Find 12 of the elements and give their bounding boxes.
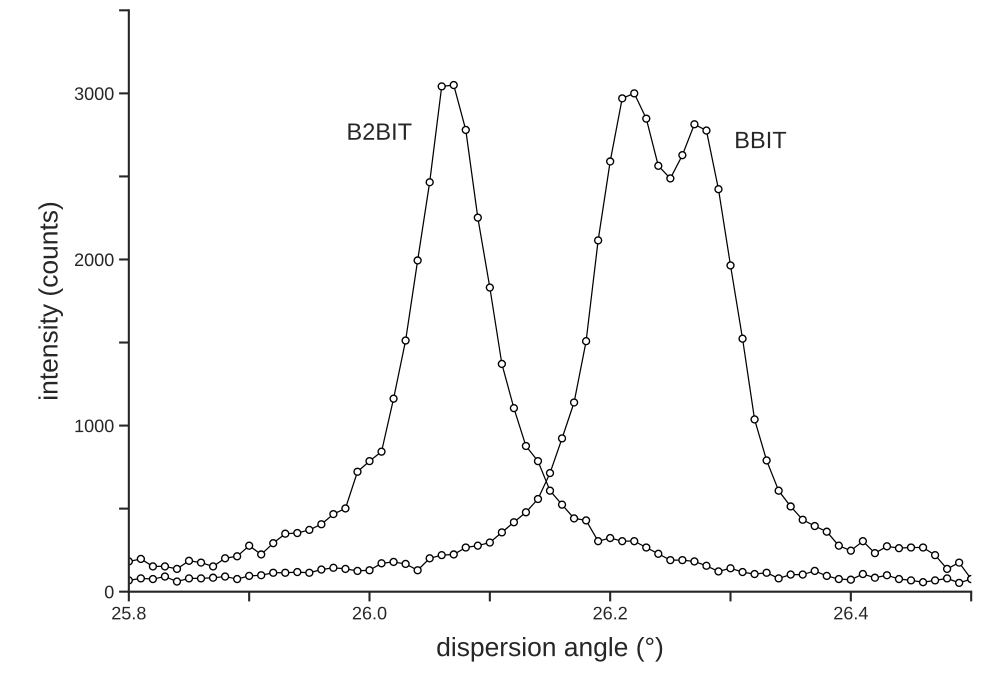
y-tick-label: 1000	[75, 420, 114, 432]
x-tick-label: 26.0	[352, 606, 386, 620]
y-tick-label: 0	[104, 586, 114, 598]
y-tick-label: 2000	[74, 253, 114, 266]
x-tick-label: 26.2	[594, 606, 627, 620]
series-label: BBIT	[736, 132, 786, 148]
x-axis-title: dispersion angle (°)	[437, 636, 662, 662]
y-axis-title: intensity (counts)	[38, 202, 63, 399]
x-tick-label: 25.8	[112, 606, 146, 620]
y-tick-label: 3000	[74, 87, 114, 100]
x-tick-label: 26.4	[834, 606, 868, 620]
series-label: B2BIT	[348, 123, 412, 140]
